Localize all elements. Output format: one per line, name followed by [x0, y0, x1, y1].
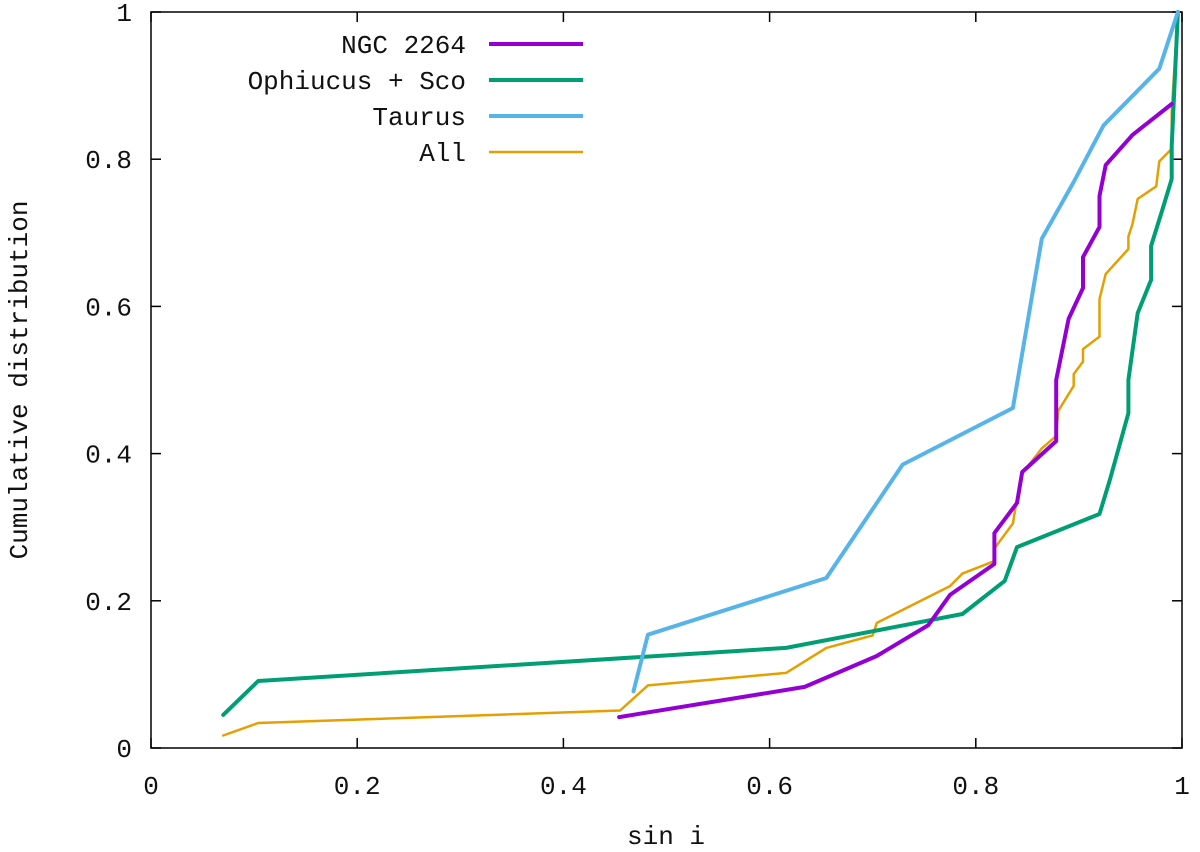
y-tick-label: 1 [116, 0, 132, 29]
legend-label: All [419, 139, 466, 169]
legend-label: NGC 2264 [341, 31, 466, 61]
y-tick-label: 0 [116, 735, 132, 765]
series-line-ngc-2264 [617, 102, 1174, 720]
x-tick-label: 0.8 [952, 772, 999, 802]
series-line-ophiucus-sco [221, 10, 1180, 717]
legend: NGC 2264 Ophiucus + Sco Taurus All [248, 31, 583, 169]
x-tick-label: 0.6 [746, 772, 793, 802]
y-tick-label: 0.4 [85, 441, 132, 471]
y-tick-label: 0.2 [85, 588, 132, 618]
series-line-all [221, 10, 1180, 737]
y-tick-label: 0.6 [85, 293, 132, 323]
legend-label: Taurus [372, 103, 466, 133]
legend-label: Ophiucus + Sco [248, 67, 466, 97]
y-axis-label: Cumulative distribution [5, 201, 35, 560]
axis-ticks [150, 11, 1183, 749]
series-layer [221, 10, 1180, 737]
plot-frame [150, 11, 1183, 749]
x-tick-label: 0.4 [540, 772, 587, 802]
series-line-taurus [631, 10, 1180, 694]
axis-tick-labels: 0 0.2 0.4 0.6 0.8 1 0 0.2 0.4 0.6 0.8 1 [85, 0, 1190, 802]
x-tick-label: 0 [143, 772, 159, 802]
x-tick-label: 1 [1174, 772, 1190, 802]
x-axis-label: sin i [627, 822, 705, 852]
y-tick-label: 0.8 [85, 146, 132, 176]
x-tick-label: 0.2 [334, 772, 381, 802]
